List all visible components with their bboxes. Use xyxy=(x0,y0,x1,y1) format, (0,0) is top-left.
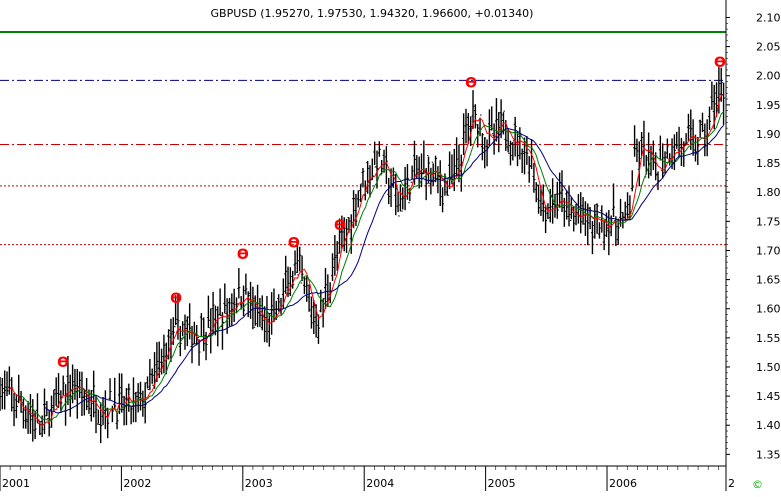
moving-average-mid xyxy=(20,111,724,422)
y-tick-label: 1.90 xyxy=(756,128,781,141)
y-tick-label: 1.80 xyxy=(756,186,781,199)
x-tick-label: 2 xyxy=(728,477,735,490)
moving-average-slow xyxy=(44,125,724,414)
y-tick-label: 1.35 xyxy=(756,448,781,461)
chart-title: GBPUSD (1.95270, 1.97530, 1.94320, 1.966… xyxy=(211,7,534,20)
x-tick-label: 2006 xyxy=(609,477,637,490)
y-tick-label: 1.75 xyxy=(756,215,781,228)
y-tick-label: 2.05 xyxy=(756,41,781,54)
y-tick-label: 1.70 xyxy=(756,244,781,257)
y-tick-label: 1.65 xyxy=(756,274,781,287)
peak-marker: ϴ xyxy=(170,291,182,307)
peak-marker: ϴ xyxy=(57,355,69,371)
x-tick-label: 2002 xyxy=(123,477,151,490)
peak-marker: ϴ xyxy=(334,218,346,234)
y-tick-label: 1.85 xyxy=(756,157,781,170)
x-tick-label: 2004 xyxy=(366,477,394,490)
x-tick-label: 2001 xyxy=(2,477,30,490)
y-tick-label: 2.10 xyxy=(756,11,781,24)
y-tick-label: 1.45 xyxy=(756,390,781,403)
y-tick-label: 1.55 xyxy=(756,332,781,345)
y-tick-label: 2.00 xyxy=(756,70,781,83)
peak-marker: ϴ xyxy=(237,247,249,263)
y-tick-label: 1.95 xyxy=(756,99,781,112)
copyright-icon: © xyxy=(752,478,763,491)
x-tick-label: 2003 xyxy=(245,477,273,490)
moving-average-fast xyxy=(9,94,724,427)
y-tick-label: 1.60 xyxy=(756,303,781,316)
peak-marker: ϴ xyxy=(714,55,726,71)
peak-marker: ϴ xyxy=(465,75,477,91)
x-tick-label: 2005 xyxy=(488,477,516,490)
y-tick-label: 1.40 xyxy=(756,419,781,432)
y-tick-label: 1.50 xyxy=(756,361,781,374)
peak-marker: ϴ xyxy=(288,236,300,252)
